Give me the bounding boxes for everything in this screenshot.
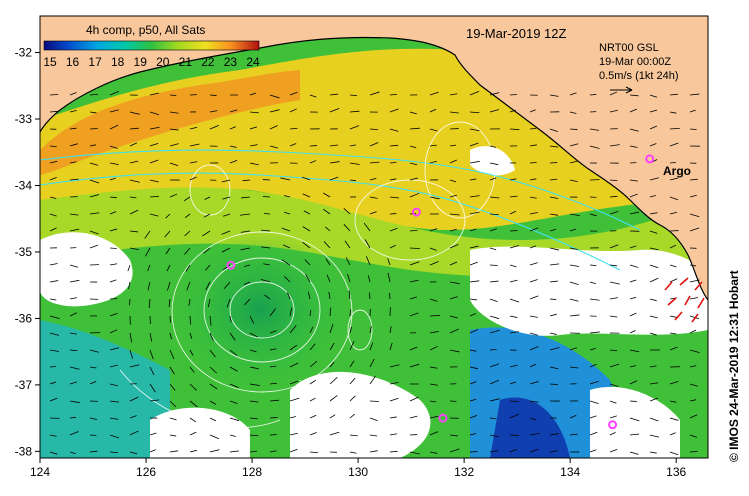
deep-cold-water xyxy=(490,397,570,458)
sea-level-contours xyxy=(119,121,496,433)
shelf-break-line xyxy=(40,172,621,271)
argo-float-marker xyxy=(226,260,236,270)
argo-float-marker xyxy=(645,154,655,164)
x-axis: 124 126 128 130 132 134 136 xyxy=(30,458,687,479)
y-tick-label: -34 xyxy=(15,178,33,192)
colorbar-tick-label: 19 xyxy=(134,55,148,69)
colorbar-tick-label: 15 xyxy=(43,55,57,69)
plot-area xyxy=(40,16,708,458)
colorbar-tick-label: 20 xyxy=(156,55,170,69)
legend-line-2: 19-Mar 00:00Z xyxy=(599,56,671,68)
argo-label: Argo xyxy=(663,164,691,178)
plot-frame xyxy=(39,15,709,459)
y-tick-label: -33 xyxy=(15,112,33,126)
cloud-patch xyxy=(40,232,133,307)
x-tick-label: 130 xyxy=(348,465,368,479)
current-vectors xyxy=(49,90,700,456)
cold-eddy xyxy=(170,230,350,390)
legend-line-1: NRT00 GSL xyxy=(599,42,659,54)
x-tick-label: 124 xyxy=(30,465,50,479)
shelf-break-line xyxy=(40,149,641,231)
x-tick-label: 128 xyxy=(242,465,262,479)
colorbar-tick-label: 17 xyxy=(88,55,102,69)
current-legend: NRT00 GSL 19-Mar 00:00Z 0.5m/s (1kt 24h) xyxy=(599,42,678,94)
colorbar-tick-label: 18 xyxy=(111,55,125,69)
y-tick-label: -38 xyxy=(15,444,33,458)
x-tick-label: 136 xyxy=(666,465,686,479)
argo-float-marker xyxy=(411,207,421,217)
legend-line-3: 0.5m/s (1kt 24h) xyxy=(599,70,678,82)
red-current-vectors xyxy=(664,277,705,323)
footer-credit: © IMOS 24-Mar-2019 12:31 Hobart xyxy=(727,270,741,462)
land-mass xyxy=(40,16,708,300)
y-tick-label: -36 xyxy=(15,311,33,325)
colorbar-tick-label: 23 xyxy=(224,55,238,69)
cloud-patch xyxy=(470,146,515,176)
colorbar-tick-label: 22 xyxy=(201,55,215,69)
colorbar-title: 4h comp, p50, All Sats xyxy=(86,23,205,37)
colorbar-tick-label: 21 xyxy=(179,55,193,69)
x-tick-label: 134 xyxy=(560,465,580,479)
colorbar-gradient xyxy=(43,40,260,51)
date-label: 19-Mar-2019 12Z xyxy=(466,26,566,41)
x-tick-label: 132 xyxy=(454,465,474,479)
cloud-patch xyxy=(470,246,708,336)
argo-float-marker xyxy=(438,413,448,423)
legend-arrowhead xyxy=(625,86,633,94)
colorbar: 4h comp, p50, All Sats 15 16 17 18 19 20 21 22 2… xyxy=(43,23,260,69)
y-tick-label: -32 xyxy=(15,46,33,60)
cool-water xyxy=(40,320,170,458)
y-tick-label: -37 xyxy=(15,378,33,392)
argo-float-marker xyxy=(608,420,618,430)
cloud-patch xyxy=(590,386,680,458)
y-axis: -32 -33 -34 -35 -36 -37 -38 xyxy=(15,46,40,458)
y-tick-label: -35 xyxy=(15,245,33,259)
colorbar-tick-label: 16 xyxy=(66,55,80,69)
argo-floats xyxy=(226,154,655,430)
colorbar-tick-labels: 15 16 17 18 19 20 21 22 23 24 xyxy=(43,55,260,69)
cloud-patch xyxy=(290,371,431,458)
colorbar-tick-label: 24 xyxy=(246,55,260,69)
cloud-patch xyxy=(150,407,250,458)
coastline xyxy=(40,36,708,301)
orange-water xyxy=(40,70,300,175)
x-tick-label: 126 xyxy=(136,465,156,479)
